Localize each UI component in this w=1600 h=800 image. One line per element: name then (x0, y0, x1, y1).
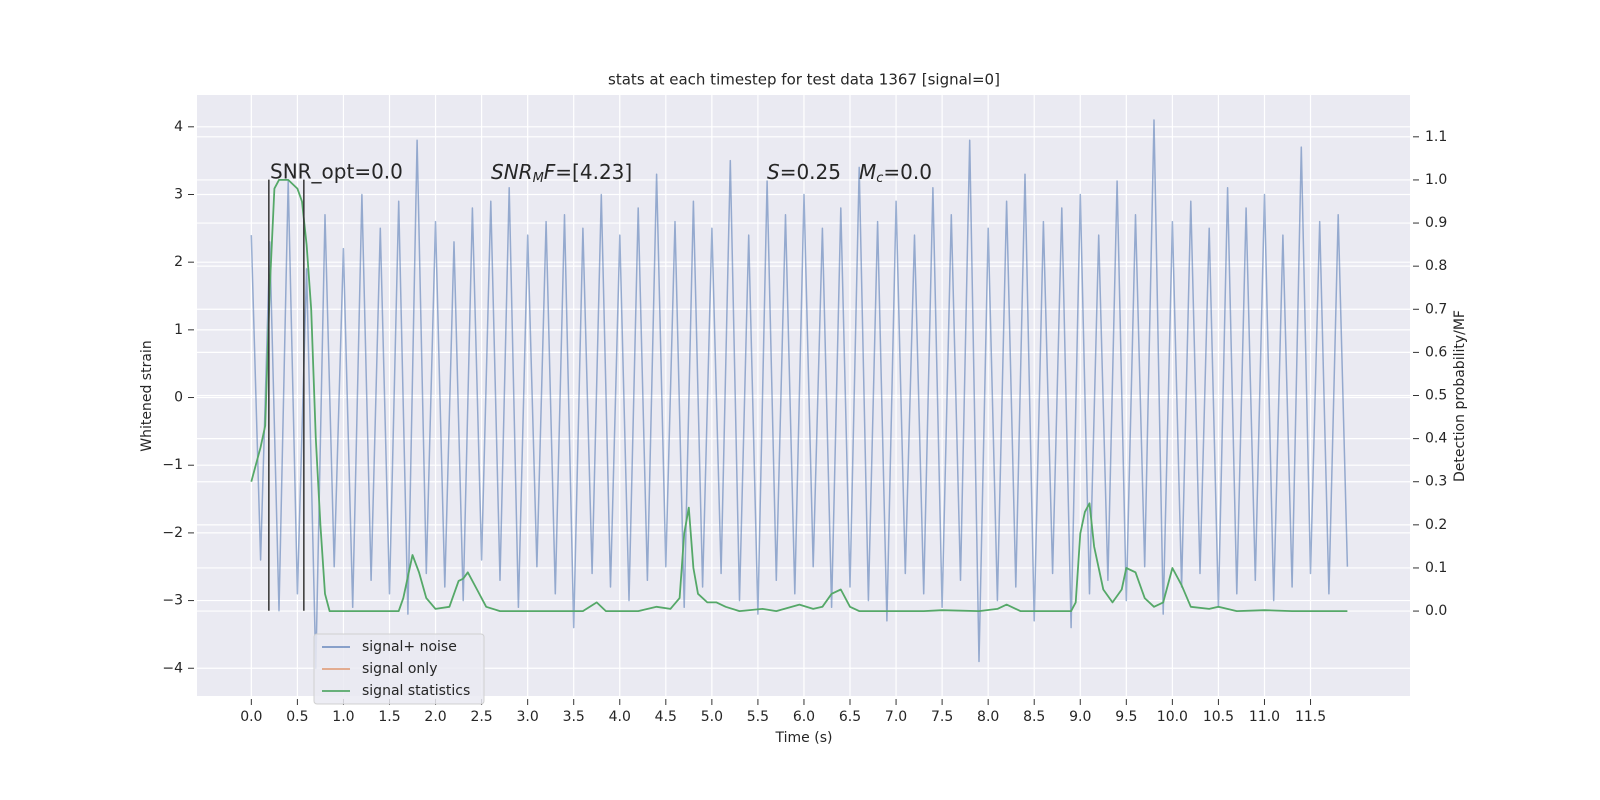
y-tick-label: 1 (174, 322, 183, 338)
legend-label: signal+ noise (362, 639, 457, 655)
x-tick-label: 2.0 (424, 709, 446, 725)
x-tick-label: 8.5 (1023, 709, 1045, 725)
x-axis-label: Time (s) (775, 730, 833, 746)
x-tick-label: 3.0 (517, 709, 539, 725)
series-line (250, 179, 1348, 612)
x-tick-label: 4.0 (609, 709, 631, 725)
x-tick-label: 0.5 (286, 709, 308, 725)
annotation: SNR_opt=0.0 (270, 160, 403, 184)
annotation: SNRMF=[4.23] (491, 160, 632, 186)
x-tick-label: 0.0 (240, 709, 262, 725)
legend-label: signal statistics (362, 683, 470, 699)
x-tick-label: 8.0 (977, 709, 999, 725)
chart-title: stats at each timestep for test data 136… (608, 71, 1000, 89)
y-tick-label: 2 (174, 254, 183, 270)
x-tick-label: 5.5 (747, 709, 769, 725)
y-tick-label: −3 (162, 593, 183, 609)
series-line (250, 119, 1349, 670)
y-tick-label: 4 (174, 119, 183, 135)
y2-tick-label: 0.5 (1425, 388, 1447, 404)
x-tick-label: 1.5 (378, 709, 400, 725)
y-tick-label: 0 (174, 390, 183, 406)
x-tick-label: 10.5 (1203, 709, 1234, 725)
x-tick-label: 4.5 (655, 709, 677, 725)
y2-tick-label: 0.8 (1425, 258, 1447, 274)
y2-tick-label: 1.1 (1425, 129, 1447, 145)
x-tick-label: 2.5 (470, 709, 492, 725)
y2-tick-label: 0.1 (1425, 560, 1447, 576)
y2-tick-label: 0.0 (1425, 603, 1447, 619)
y-tick-label: −4 (162, 660, 183, 676)
x-tick-label: 6.5 (839, 709, 861, 725)
x-tick-label: 1.0 (332, 709, 354, 725)
x-tick-label: 5.0 (701, 709, 723, 725)
x-tick-label: 6.0 (793, 709, 815, 725)
x-tick-label: 10.0 (1157, 709, 1188, 725)
x-tick-label: 7.0 (885, 709, 907, 725)
y-tick-label: −1 (162, 457, 183, 473)
x-tick-label: 11.5 (1295, 709, 1326, 725)
x-tick-label: 3.5 (563, 709, 585, 725)
y2-tick-label: 0.9 (1425, 215, 1447, 231)
legend-box (313, 633, 485, 705)
y2-tick-label: 0.7 (1425, 301, 1447, 317)
legend: signal+ noise signal only signal statistic… (313, 633, 485, 705)
y2-tick-label: 0.3 (1425, 474, 1447, 490)
y-tick-label: 3 (174, 186, 183, 202)
x-tick-label: 9.0 (1069, 709, 1091, 725)
x-tick-label: 7.5 (931, 709, 953, 725)
y2-axis-label: Detection probability/MF (1452, 310, 1468, 482)
x-tick-label: 9.5 (1115, 709, 1137, 725)
annotation: Mc=0.0 (859, 160, 932, 186)
annotation: S=0.25 (767, 160, 841, 184)
y2-tick-label: 1.0 (1425, 172, 1447, 188)
y2-tick-label: 0.2 (1425, 517, 1447, 533)
y2-tick-label: 0.4 (1425, 431, 1447, 447)
legend-label: signal only (362, 661, 437, 677)
y-axis-label: Whitened strain (139, 340, 155, 451)
y2-tick-label: 0.6 (1425, 344, 1447, 360)
x-tick-label: 11.0 (1249, 709, 1280, 725)
y-tick-label: −2 (162, 525, 183, 541)
